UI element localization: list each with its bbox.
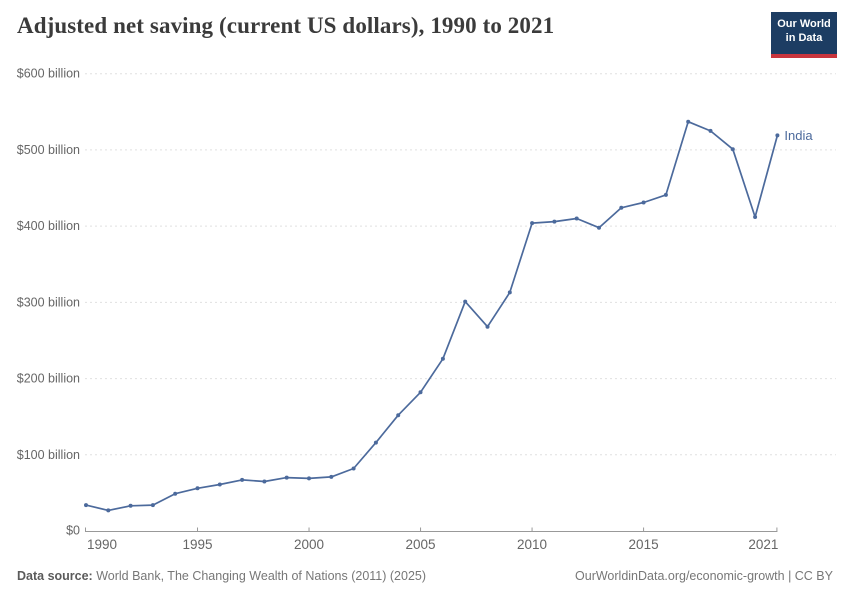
data-point[interactable]	[485, 324, 490, 329]
data-point[interactable]	[663, 192, 668, 197]
x-tick-label: 1995	[182, 537, 212, 552]
data-point[interactable]	[530, 221, 535, 226]
data-point[interactable]	[708, 128, 713, 133]
data-point[interactable]	[307, 476, 311, 481]
x-tick-label: 2021	[748, 537, 778, 552]
owid-logo[interactable]: Our World in Data	[771, 12, 837, 58]
data-point[interactable]	[753, 215, 758, 219]
data-point[interactable]	[507, 290, 512, 295]
y-tick-label: $500 billion	[17, 143, 80, 157]
page-title: Adjusted net saving (current US dollars)…	[17, 13, 555, 38]
y-tick-label: $100 billion	[17, 448, 80, 462]
data-point[interactable]	[351, 466, 356, 471]
y-tick-label: $0	[66, 524, 80, 538]
series-label-india: India	[784, 128, 813, 143]
data-source-text: World Bank, The Changing Wealth of Natio…	[92, 569, 427, 583]
data-point[interactable]	[217, 482, 222, 487]
x-tick-label: 1990	[87, 537, 117, 552]
y-tick-label: $300 billion	[17, 295, 80, 309]
x-tick-label: 2000	[294, 537, 324, 552]
data-source-label: Data source:	[17, 569, 93, 583]
source-link[interactable]: OurWorldinData.org/economic-growth | CC …	[575, 569, 833, 583]
data-point[interactable]	[173, 491, 178, 496]
data-point[interactable]	[641, 200, 646, 205]
y-tick-label: $200 billion	[17, 372, 80, 386]
data-point[interactable]	[686, 119, 691, 124]
data-point[interactable]	[440, 356, 445, 361]
data-point[interactable]	[552, 219, 557, 224]
y-tick-label: $400 billion	[17, 219, 80, 233]
owid-logo-line1: Our World	[777, 18, 831, 30]
x-tick-label: 2010	[517, 537, 547, 552]
data-point[interactable]	[597, 225, 601, 230]
data-point[interactable]	[619, 205, 624, 210]
data-point[interactable]	[284, 475, 289, 480]
data-point[interactable]	[195, 486, 200, 491]
data-point[interactable]	[106, 508, 111, 513]
data-point[interactable]	[240, 477, 245, 482]
series-line-india	[85, 120, 779, 512]
data-point[interactable]	[329, 474, 334, 479]
data-point[interactable]	[775, 133, 780, 138]
x-tick-label: 2015	[629, 537, 659, 552]
data-point[interactable]	[463, 299, 468, 304]
data-point[interactable]	[84, 503, 88, 508]
data-point[interactable]	[396, 413, 401, 418]
x-tick-label: 2005	[406, 537, 436, 552]
data-point[interactable]	[128, 503, 133, 508]
data-point[interactable]	[373, 440, 378, 445]
data-source: Data source: World Bank, The Changing We…	[17, 569, 426, 583]
data-point[interactable]	[150, 503, 155, 508]
data-point[interactable]	[574, 216, 579, 221]
chart-footer: Data source: World Bank, The Changing We…	[17, 569, 833, 583]
data-point[interactable]	[730, 147, 735, 152]
data-point[interactable]	[418, 390, 423, 395]
y-tick-label: $600 billion	[17, 67, 80, 81]
data-point[interactable]	[262, 479, 267, 484]
owid-logo-line2: in Data	[785, 32, 823, 45]
